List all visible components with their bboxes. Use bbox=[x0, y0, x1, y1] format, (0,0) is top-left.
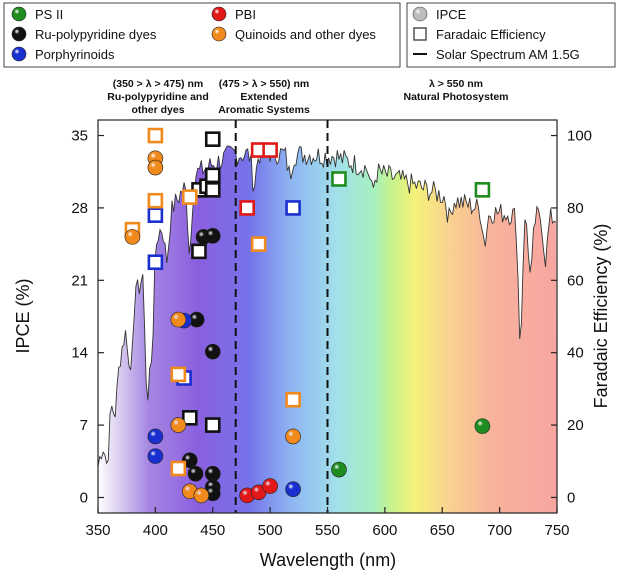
fe-point-porphyrinoids bbox=[285, 200, 301, 216]
x-tick-label: 350 bbox=[85, 522, 110, 539]
ipce-point-ps-ii bbox=[474, 418, 491, 434]
ipce-point-ps-ii bbox=[331, 461, 347, 478]
region-label: (475 > λ > 550) nm bbox=[219, 78, 309, 90]
y-tick-label: 7 bbox=[80, 417, 88, 434]
fe-point-quinoids-and-other-dyes bbox=[182, 189, 198, 205]
fe-point-quinoids-and-other-dyes bbox=[170, 366, 187, 383]
x-tick-label: 750 bbox=[544, 522, 569, 539]
legend-marker bbox=[211, 26, 227, 42]
fe-point-porphyrinoids bbox=[147, 254, 164, 271]
legend-label: Ru-polypyridine dyes bbox=[35, 27, 157, 42]
fe-point-pbi bbox=[262, 142, 278, 158]
x-tick-label: 550 bbox=[315, 522, 340, 539]
region-label: λ > 550 nm bbox=[429, 78, 483, 90]
y2-tick-label: 0 bbox=[567, 489, 575, 506]
ipce-point-porphyrinoids bbox=[147, 448, 164, 464]
legend-label: Porphyrinoids bbox=[35, 47, 115, 62]
ipce-point-quinoids-and-other-dyes bbox=[193, 487, 210, 504]
y-tick-label: 35 bbox=[71, 128, 88, 145]
y2-tick-label: 100 bbox=[567, 128, 592, 145]
legend-left: PS II Ru-polypyridine dyes Porphyrinoids PB… bbox=[11, 6, 376, 62]
legend-marker bbox=[412, 6, 428, 22]
legend-label: IPCE bbox=[436, 7, 467, 22]
y2-axis-title: Faradaic Efficiency (%) bbox=[591, 224, 611, 409]
ipce-point-quinoids-and-other-dyes bbox=[147, 159, 164, 176]
x-tick-label: 400 bbox=[143, 522, 168, 539]
fe-point-quinoids-and-other-dyes bbox=[147, 127, 164, 144]
ipce-point-ru-polypyridine-dyes bbox=[204, 465, 221, 482]
x-tick-label: 650 bbox=[430, 522, 455, 539]
fe-point-quinoids-and-other-dyes bbox=[170, 460, 187, 477]
y2-tick-label: 80 bbox=[567, 200, 584, 217]
axes: 350 400 450 500 550 600 650 700 7500714212835020… bbox=[71, 128, 592, 539]
legend-label: PS II bbox=[35, 7, 63, 22]
ipce-point-ru-polypyridine-dyes bbox=[187, 465, 204, 482]
data-marks bbox=[124, 127, 491, 504]
region-label: other dyes bbox=[131, 104, 184, 116]
fe-point-porphyrinoids bbox=[147, 207, 164, 223]
y-tick-label: 14 bbox=[71, 345, 88, 362]
ipce-point-porphyrinoids bbox=[285, 481, 301, 498]
y2-tick-label: 40 bbox=[567, 345, 584, 362]
legend-label: Quinoids and other dyes bbox=[235, 27, 376, 42]
fe-point-ru-polypyridine-dyes bbox=[182, 410, 198, 426]
ipce-point-quinoids-and-other-dyes bbox=[170, 311, 187, 328]
x-axis-title: Wavelength (nm) bbox=[260, 550, 396, 570]
fe-point-quinoids-and-other-dyes bbox=[147, 192, 164, 209]
x-tick-label: 500 bbox=[258, 522, 283, 539]
fe-point-pbi bbox=[239, 200, 255, 216]
x-tick-label: 450 bbox=[200, 522, 225, 539]
legend-marker bbox=[11, 46, 27, 62]
fe-point-quinoids-and-other-dyes bbox=[250, 236, 267, 252]
ipce-point-porphyrinoids bbox=[147, 428, 164, 445]
y-tick-label: 0 bbox=[80, 489, 88, 506]
spectrum-area bbox=[98, 142, 557, 513]
y2-tick-label: 20 bbox=[567, 417, 584, 434]
legend-box-right bbox=[406, 2, 616, 68]
boundary-lines bbox=[234, 120, 329, 513]
x-tick-label: 600 bbox=[372, 522, 397, 539]
region-label: Aromatic Systems bbox=[218, 104, 310, 116]
fe-point-quinoids-and-other-dyes bbox=[285, 391, 301, 408]
fe-point-ru-polypyridine-dyes bbox=[204, 167, 221, 184]
legend-right: IPCE Faradaic Efficiency Solar Spectrum AM… bbox=[412, 6, 580, 62]
ipce-point-quinoids-and-other-dyes bbox=[124, 229, 141, 245]
y-tick-label: 28 bbox=[71, 200, 88, 217]
fe-point-ru-polypyridine-dyes bbox=[204, 131, 221, 147]
legend-marker bbox=[11, 26, 27, 42]
y-tick-label: 21 bbox=[71, 272, 88, 289]
legend-marker bbox=[211, 6, 227, 22]
x-tick-label: 700 bbox=[487, 522, 512, 539]
legend-label: PBI bbox=[235, 7, 256, 22]
legend-box-left bbox=[3, 2, 401, 68]
ipce-point-pbi bbox=[262, 478, 278, 494]
region-label: Natural Photosystem bbox=[403, 91, 508, 103]
legend-label: Solar Spectrum AM 1.5G bbox=[436, 47, 580, 62]
region-label: (350 > λ > 475) nm bbox=[113, 78, 203, 90]
ipce-point-ru-polypyridine-dyes bbox=[204, 228, 221, 244]
legend-marker bbox=[11, 6, 27, 22]
legend-marker bbox=[413, 27, 427, 41]
fe-point-ps-ii bbox=[331, 171, 347, 187]
ipce-point-ru-polypyridine-dyes bbox=[204, 343, 221, 360]
region-label: Extended bbox=[240, 91, 287, 103]
fe-point-ru-polypyridine-dyes bbox=[204, 182, 221, 198]
legend-label: Faradaic Efficiency bbox=[436, 27, 546, 42]
fe-point-ru-polypyridine-dyes bbox=[191, 243, 207, 260]
fe-point-ps-ii bbox=[474, 182, 491, 198]
region-label: Ru-polypyridine and bbox=[107, 91, 209, 103]
y2-tick-label: 60 bbox=[567, 272, 584, 289]
y-axis-title: IPCE (%) bbox=[13, 278, 33, 353]
fe-point-ru-polypyridine-dyes bbox=[204, 417, 221, 433]
ipce-point-quinoids-and-other-dyes bbox=[170, 417, 187, 433]
ipce-point-quinoids-and-other-dyes bbox=[285, 428, 301, 445]
